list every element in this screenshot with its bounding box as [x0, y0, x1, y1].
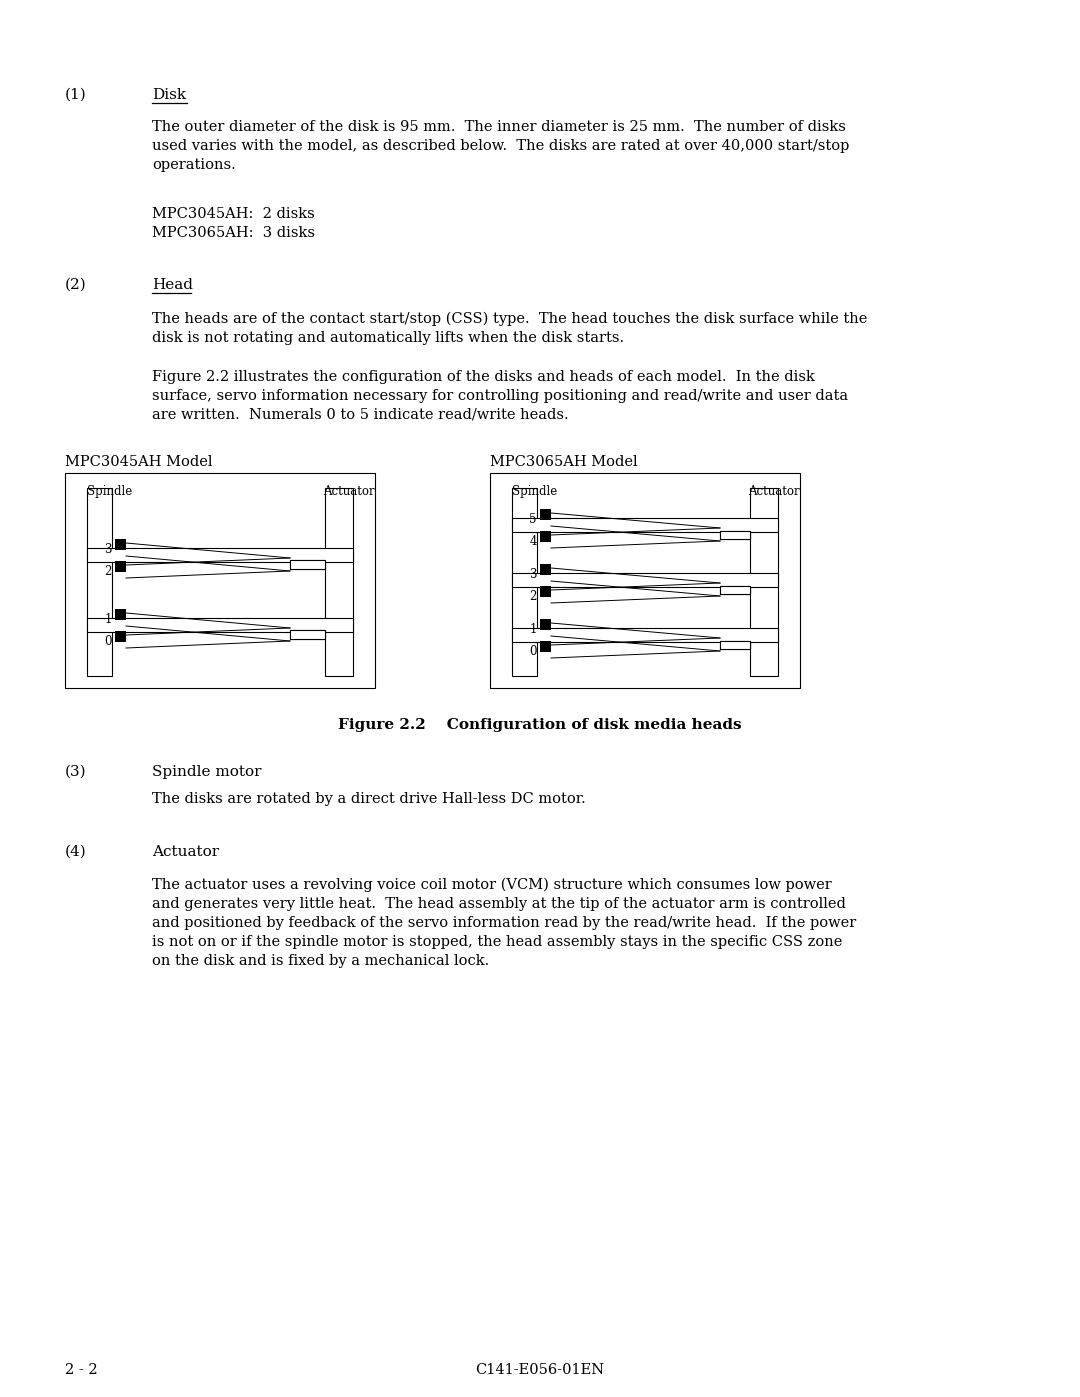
- Text: Head: Head: [152, 278, 193, 292]
- Bar: [114, 538, 126, 549]
- Text: Figure 2.2 illustrates the configuration of the disks and heads of each model.  : Figure 2.2 illustrates the configuration…: [152, 370, 815, 384]
- Bar: [291, 560, 325, 569]
- Bar: [540, 619, 551, 630]
- Text: (4): (4): [65, 845, 86, 859]
- Bar: [87, 617, 353, 631]
- Text: and positioned by feedback of the servo information read by the read/write head.: and positioned by feedback of the servo …: [152, 916, 856, 930]
- Bar: [291, 630, 325, 638]
- Text: (3): (3): [65, 766, 86, 780]
- Text: 5: 5: [529, 513, 537, 527]
- Text: Spindle: Spindle: [512, 485, 557, 497]
- Text: Actuator: Actuator: [152, 845, 219, 859]
- Bar: [540, 509, 551, 520]
- Text: (2): (2): [65, 278, 86, 292]
- Bar: [114, 630, 126, 641]
- Text: operations.: operations.: [152, 158, 235, 172]
- Text: 2: 2: [529, 590, 537, 604]
- Text: (1): (1): [65, 88, 86, 102]
- Text: The disks are rotated by a direct drive Hall-less DC motor.: The disks are rotated by a direct drive …: [152, 792, 585, 806]
- Text: surface, servo information necessary for controlling positioning and read/write : surface, servo information necessary for…: [152, 388, 848, 402]
- Bar: [720, 640, 750, 648]
- Text: 4: 4: [529, 535, 537, 548]
- Bar: [720, 640, 750, 648]
- Bar: [720, 585, 750, 594]
- Text: C141-E056-01EN: C141-E056-01EN: [475, 1363, 605, 1377]
- Bar: [490, 474, 800, 687]
- Bar: [540, 531, 551, 542]
- Text: Figure 2.2    Configuration of disk media heads: Figure 2.2 Configuration of disk media h…: [338, 718, 742, 732]
- Text: 2: 2: [105, 564, 112, 578]
- Text: The heads are of the contact start/stop (CSS) type.  The head touches the disk s: The heads are of the contact start/stop …: [152, 312, 867, 327]
- Text: used varies with the model, as described below.  The disks are rated at over 40,: used varies with the model, as described…: [152, 138, 849, 154]
- Bar: [720, 585, 750, 594]
- Text: and generates very little heat.  The head assembly at the tip of the actuator ar: and generates very little heat. The head…: [152, 897, 846, 911]
- Text: MPC3045AH:  2 disks: MPC3045AH: 2 disks: [152, 207, 314, 221]
- Bar: [540, 640, 551, 651]
- Text: 3: 3: [529, 569, 537, 581]
- Text: MPC3065AH:  3 disks: MPC3065AH: 3 disks: [152, 226, 315, 240]
- Text: is not on or if the spindle motor is stopped, the head assembly stays in the spe: is not on or if the spindle motor is sto…: [152, 935, 842, 949]
- Bar: [114, 609, 126, 619]
- Bar: [720, 531, 750, 538]
- Bar: [325, 488, 353, 676]
- Bar: [512, 629, 778, 643]
- Text: 3: 3: [105, 543, 112, 556]
- Bar: [114, 560, 126, 571]
- Bar: [512, 573, 778, 587]
- Bar: [512, 518, 778, 532]
- Bar: [750, 488, 778, 676]
- Text: Actuator: Actuator: [323, 485, 375, 497]
- Text: Actuator: Actuator: [748, 485, 799, 497]
- Bar: [65, 474, 375, 687]
- Bar: [291, 630, 325, 638]
- Bar: [720, 531, 750, 538]
- Text: 2 - 2: 2 - 2: [65, 1363, 97, 1377]
- Text: MPC3045AH Model: MPC3045AH Model: [65, 455, 213, 469]
- Bar: [540, 585, 551, 597]
- Text: MPC3065AH Model: MPC3065AH Model: [490, 455, 637, 469]
- Text: 0: 0: [529, 645, 537, 658]
- Bar: [512, 488, 537, 676]
- Bar: [291, 560, 325, 569]
- Text: The actuator uses a revolving voice coil motor (VCM) structure which consumes lo: The actuator uses a revolving voice coil…: [152, 877, 832, 893]
- Text: 1: 1: [529, 623, 537, 636]
- Text: Spindle: Spindle: [87, 485, 132, 497]
- Text: 1: 1: [105, 613, 112, 626]
- Bar: [540, 563, 551, 574]
- Text: Disk: Disk: [152, 88, 186, 102]
- Text: on the disk and is fixed by a mechanical lock.: on the disk and is fixed by a mechanical…: [152, 954, 489, 968]
- Bar: [87, 548, 353, 562]
- Bar: [87, 488, 112, 676]
- Text: are written.  Numerals 0 to 5 indicate read/write heads.: are written. Numerals 0 to 5 indicate re…: [152, 408, 569, 422]
- Text: disk is not rotating and automatically lifts when the disk starts.: disk is not rotating and automatically l…: [152, 331, 624, 345]
- Text: Spindle motor: Spindle motor: [152, 766, 261, 780]
- Text: 0: 0: [105, 636, 112, 648]
- Text: The outer diameter of the disk is 95 mm.  The inner diameter is 25 mm.  The numb: The outer diameter of the disk is 95 mm.…: [152, 120, 846, 134]
